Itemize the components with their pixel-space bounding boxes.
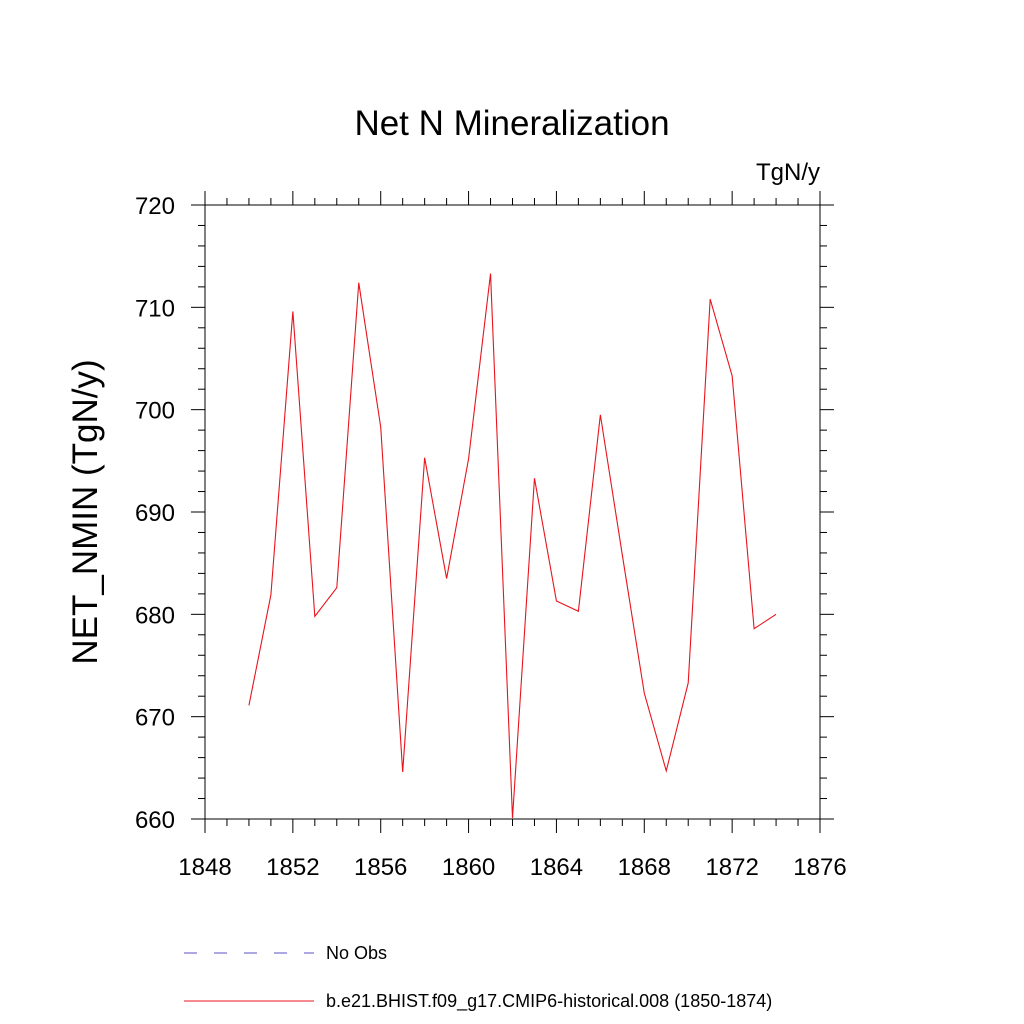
- x-tick-label: 1868: [618, 854, 671, 881]
- data-point: [314, 616, 315, 617]
- data-point: [292, 311, 293, 312]
- data-point: [775, 614, 776, 615]
- data-point: [336, 587, 337, 588]
- data-point: [490, 273, 491, 274]
- x-tick-label: 1852: [266, 854, 319, 881]
- y-tick-label: 720: [135, 193, 175, 220]
- x-tick-label: 1848: [178, 854, 231, 881]
- axis-tick-labels: 1848 1852 1856 1860 1864 1868 1872 1876 660 670 68…: [135, 193, 847, 881]
- x-tick-label: 1860: [442, 854, 495, 881]
- data-point: [512, 817, 513, 818]
- data-point: [468, 458, 469, 459]
- x-tick-label: 1872: [705, 854, 758, 881]
- data-point: [688, 682, 689, 683]
- y-tick-label: 700: [135, 398, 175, 425]
- plot-border: [204, 204, 821, 820]
- data-point: [270, 594, 271, 595]
- units-label: TgN/y: [756, 159, 820, 186]
- data-point: [534, 478, 535, 479]
- y-tick-label: 680: [135, 602, 175, 629]
- y-tick-label: 690: [135, 500, 175, 527]
- data-point: [754, 628, 755, 629]
- data-point: [732, 375, 733, 376]
- data-point: [578, 611, 579, 612]
- data-point: [446, 578, 447, 579]
- legend-label: No Obs: [326, 943, 387, 963]
- data-point: [644, 693, 645, 694]
- data-point: [622, 554, 623, 555]
- y-tick-label: 660: [135, 807, 175, 834]
- x-tick-label: 1876: [793, 854, 846, 881]
- series-line: [248, 273, 777, 819]
- legend: No Obs b.e21.BHIST.f09_g17.CMIP6-historic…: [184, 943, 772, 1012]
- data-point: [666, 770, 667, 771]
- chart-title: Net N Mineralization: [354, 104, 669, 143]
- y-axis-label: NET_NMIN (TgN/y): [66, 359, 105, 664]
- series-group: [248, 273, 777, 819]
- y-tick-label: 670: [135, 705, 175, 732]
- data-point: [600, 414, 601, 415]
- legend-label: b.e21.BHIST.f09_g17.CMIP6-historical.008…: [326, 991, 772, 1012]
- x-tick-label: 1856: [354, 854, 407, 881]
- data-point: [710, 299, 711, 300]
- x-tick-label: 1864: [530, 854, 583, 881]
- axis-ticks: [191, 191, 834, 833]
- data-point: [424, 457, 425, 458]
- data-point: [556, 600, 557, 601]
- data-point: [358, 282, 359, 283]
- data-point: [402, 771, 403, 772]
- y-tick-label: 710: [135, 295, 175, 322]
- data-point: [380, 426, 381, 427]
- plot-frame: [204, 204, 821, 820]
- data-point: [248, 705, 249, 706]
